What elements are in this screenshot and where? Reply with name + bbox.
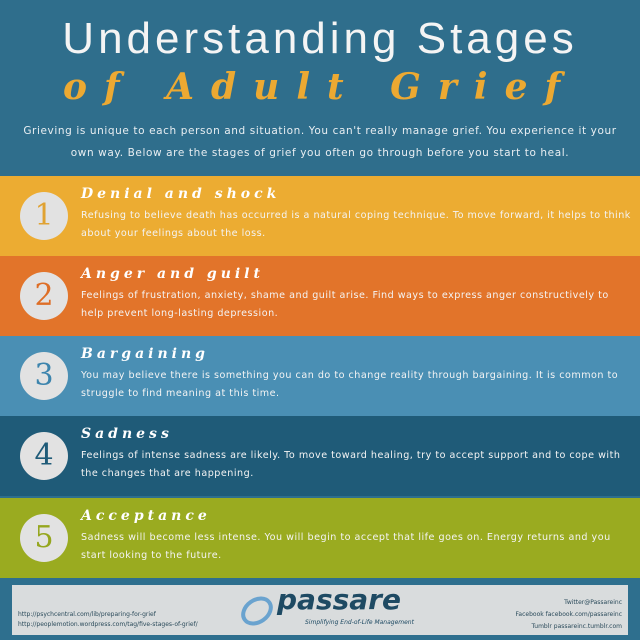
passare-logo: passare Simplifying End-of-Life Manageme… <box>237 583 437 631</box>
stage-2: 2 Anger and guilt Feelings of frustratio… <box>0 256 640 336</box>
stage-number-badge: 4 <box>20 432 68 480</box>
source-links: http://psychcentral.com/lib/preparing-fo… <box>18 610 198 630</box>
stage-1: 1 Denial and shock Refusing to believe d… <box>0 176 640 256</box>
social-links: Twitter@Passareinc Facebook facebook.com… <box>516 597 622 633</box>
footer: http://psychcentral.com/lib/preparing-fo… <box>12 583 628 635</box>
source-link[interactable]: http://psychcentral.com/lib/preparing-fo… <box>18 611 156 618</box>
stage-number-badge: 3 <box>20 352 68 400</box>
logo-swoosh-icon <box>241 596 273 626</box>
stage-number-badge: 1 <box>20 192 68 240</box>
stage-title: Acceptance <box>81 508 211 524</box>
stage-5: 5 Acceptance Sadness will become less in… <box>0 498 640 578</box>
intro-text: Grieving is unique to each person and si… <box>23 125 617 159</box>
stage-description: Sadness will become less intense. You wi… <box>81 532 611 561</box>
stage-4: 4 Sadness Feelings of intense sadness ar… <box>0 416 640 496</box>
title-line-1: Understanding Stages <box>62 14 578 63</box>
stage-title: Sadness <box>81 426 173 442</box>
stage-description: Refusing to believe death has occurred i… <box>81 210 631 239</box>
stage-3: 3 Bargaining You may believe there is so… <box>0 336 640 416</box>
stage-title: Anger and guilt <box>81 266 264 282</box>
twitter-link[interactable]: Twitter@Passareinc <box>564 599 622 606</box>
stage-number-badge: 5 <box>20 514 68 562</box>
stage-description: You may believe there is something you c… <box>81 370 619 399</box>
title-line-2: of Adult Grief <box>63 66 577 108</box>
header: Understanding Stages of Adult Grief Grie… <box>0 0 640 176</box>
stage-title: Denial and shock <box>81 186 281 202</box>
stage-number-badge: 2 <box>20 272 68 320</box>
stage-description: Feelings of intense sadness are likely. … <box>81 450 621 479</box>
facebook-link[interactable]: Facebook facebook.com/passareinc <box>515 611 622 618</box>
stage-title: Bargaining <box>81 346 209 362</box>
source-link[interactable]: http://peoplemotion.wordpress.com/tag/fi… <box>18 621 198 628</box>
stage-description: Feelings of frustration, anxiety, shame … <box>81 290 609 319</box>
logo-wordmark: passare <box>277 583 401 616</box>
logo-tagline: Simplifying End-of-Life Management <box>305 619 414 626</box>
tumblr-link[interactable]: Tumblr passareinc.tumblr.com <box>531 623 622 630</box>
